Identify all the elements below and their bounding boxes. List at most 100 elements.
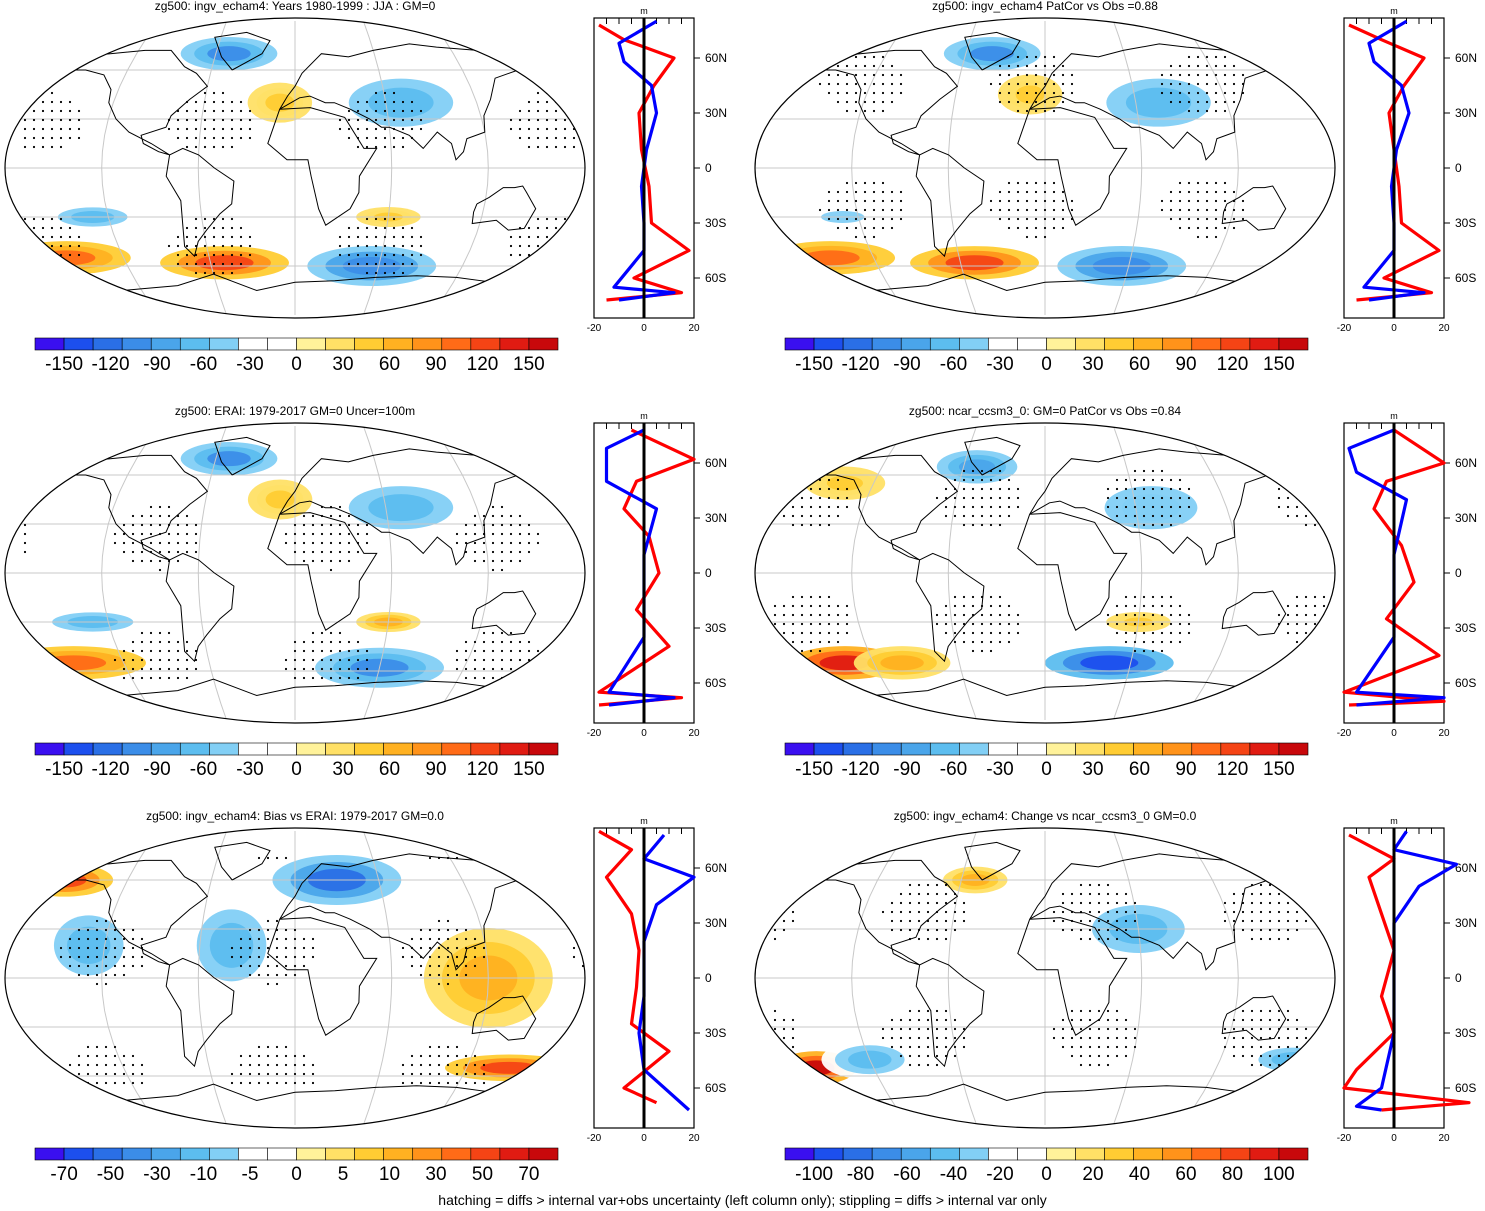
colorbar-tick-label: 0 — [291, 759, 302, 780]
stipple-dot — [926, 1054, 930, 1058]
stipple-dot — [1250, 928, 1254, 932]
stipple-dot — [176, 640, 180, 644]
stipple-dot — [131, 559, 135, 563]
stipple-dot — [473, 1063, 477, 1067]
colorbar-swatch — [179, 337, 210, 351]
colorbar-swatch — [1191, 742, 1222, 756]
stipple-dot — [473, 946, 477, 950]
stipple-dot — [203, 145, 207, 149]
stipple-dot — [890, 910, 894, 914]
stipple-dot — [1214, 199, 1218, 203]
stipple-dot — [1223, 64, 1227, 68]
stipple-dot — [491, 568, 495, 572]
stipple-dot — [971, 487, 975, 491]
stipple-dot — [23, 523, 27, 527]
stipple-dot — [1115, 892, 1119, 896]
stipple-dot — [356, 253, 360, 257]
colorbar-tick-label: 60 — [1129, 759, 1150, 780]
stipple-dot — [854, 100, 858, 104]
stipple-dot — [989, 613, 993, 617]
stipple-dot — [248, 244, 252, 248]
stipple-dot — [176, 550, 180, 554]
stipple-dot — [1295, 487, 1299, 491]
stipple-dot — [1304, 901, 1308, 905]
stipple-dot — [356, 127, 360, 131]
stipple-dot — [1106, 937, 1110, 941]
colorbar-tick-label: 150 — [1263, 759, 1295, 780]
stipple-dot — [320, 649, 324, 653]
stipple-dot — [194, 109, 198, 113]
stipple-dot — [899, 901, 903, 905]
stipple-dot — [1250, 919, 1254, 923]
panel-title: zg500: ingv_echam4: Bias vs ERAI: 1979-2… — [146, 809, 444, 823]
stipple-dot — [1007, 478, 1011, 482]
stipple-dot — [284, 973, 288, 977]
stipple-dot — [68, 226, 72, 230]
coastline — [819, 1083, 1271, 1106]
stipple-dot — [1034, 55, 1038, 59]
stipple-dot — [1169, 514, 1173, 518]
stipple-dot — [464, 946, 468, 950]
stipple-dot — [1304, 469, 1308, 473]
stipple-dot — [185, 658, 189, 662]
stipple-dot — [545, 118, 549, 122]
stipple-dot — [581, 235, 585, 239]
stipple-dot — [1097, 1027, 1101, 1031]
stipple-dot — [410, 1072, 414, 1076]
stipple-dot — [167, 244, 171, 248]
stipple-dot — [1079, 1054, 1083, 1058]
stipple-dot — [491, 649, 495, 653]
stipple-dot — [1007, 64, 1011, 68]
stipple-dot — [1313, 478, 1317, 482]
stipple-dot — [86, 946, 90, 950]
stipple-dot — [527, 118, 531, 122]
stipple-dot — [1115, 910, 1119, 914]
stipple-dot — [1169, 496, 1173, 500]
colorbar-swatch — [842, 1147, 873, 1161]
stipple-dot — [545, 127, 549, 131]
stipple-dot — [1295, 1036, 1299, 1040]
stipple-dot — [1295, 478, 1299, 482]
stipple-dot — [176, 649, 180, 653]
stipple-dot — [203, 217, 207, 221]
stipple-dot — [1304, 1045, 1308, 1049]
stipple-dot — [1025, 199, 1029, 203]
colorbar-tick-label: 90 — [425, 759, 446, 780]
stipple-dot — [791, 1045, 795, 1049]
stipple-dot — [356, 667, 360, 671]
stipple-dot — [1115, 1009, 1119, 1013]
stipple-dot — [827, 604, 831, 608]
stipple-dot — [809, 613, 813, 617]
stipple-dot — [23, 667, 27, 671]
stipple-dot — [845, 73, 849, 77]
stipple-dot — [419, 1081, 423, 1085]
stipple-dot — [347, 676, 351, 680]
stipple-dot — [419, 1072, 423, 1076]
stipple-dot — [917, 901, 921, 905]
stipple-dot — [464, 667, 468, 671]
stipple-dot — [140, 946, 144, 950]
coastline — [964, 436, 1021, 476]
stipple-dot — [275, 919, 279, 923]
stipple-dot — [863, 109, 867, 113]
stipple-dot — [773, 1018, 777, 1022]
stipple-dot — [365, 100, 369, 104]
stipple-dot — [347, 253, 351, 257]
stipple-dot — [257, 1063, 261, 1067]
stipple-dot — [167, 559, 171, 563]
stipple-dot — [782, 478, 786, 482]
stipple-dot — [890, 1036, 894, 1040]
stipple-dot — [1304, 640, 1308, 644]
stipple-dot — [131, 541, 135, 545]
profile-x-label: -20 — [587, 1133, 602, 1144]
stipple-dot — [1061, 217, 1065, 221]
stipple-dot — [455, 955, 459, 959]
stipple-dot — [854, 55, 858, 59]
stipple-dot — [971, 523, 975, 527]
stipple-dot — [953, 892, 957, 896]
stipple-dot — [104, 955, 108, 959]
stipple-dot — [989, 622, 993, 626]
stipple-dot — [1241, 1036, 1245, 1040]
stipple-dot — [836, 613, 840, 617]
stipple-dot — [989, 208, 993, 212]
